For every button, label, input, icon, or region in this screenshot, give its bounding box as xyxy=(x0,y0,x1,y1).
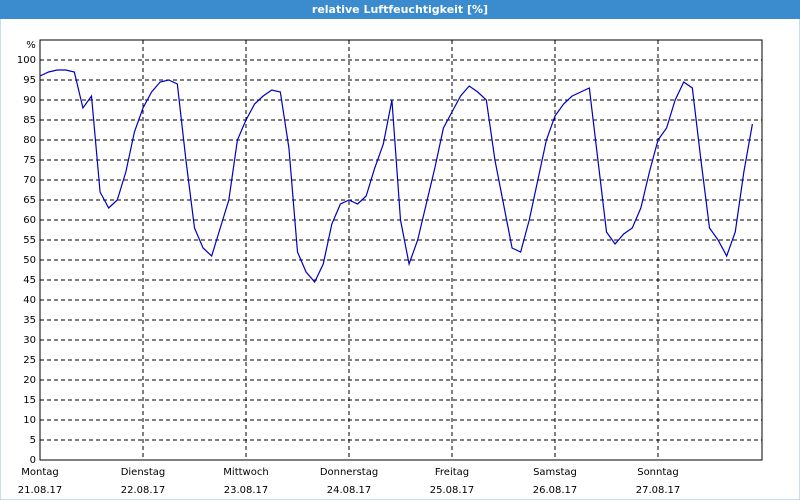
y-tick-label: 65 xyxy=(23,195,36,206)
x-tick-weekday: Donnerstag xyxy=(320,467,378,478)
y-tick-label: 15 xyxy=(23,395,36,406)
x-tick-date: 26.08.17 xyxy=(533,485,578,496)
y-tick-label: 50 xyxy=(23,255,36,266)
y-tick-label: 5 xyxy=(30,435,36,446)
chart-title: relative Luftfeuchtigkeit [%] xyxy=(312,3,488,16)
x-tick-weekday: Montag xyxy=(21,467,58,478)
y-tick-label: 80 xyxy=(23,135,36,146)
x-tick-date: 22.08.17 xyxy=(121,485,166,496)
y-tick-label: 85 xyxy=(23,115,36,126)
x-tick-date: 23.08.17 xyxy=(224,485,269,496)
y-tick-label: 90 xyxy=(23,95,36,106)
y-tick-label: 95 xyxy=(23,75,36,86)
x-tick-date: 24.08.17 xyxy=(327,485,372,496)
y-tick-label: 60 xyxy=(23,215,36,226)
y-tick-label: 10 xyxy=(23,415,36,426)
x-tick-weekday: Freitag xyxy=(435,467,469,478)
y-tick-label: 30 xyxy=(23,335,36,346)
y-tick-label: 25 xyxy=(23,355,36,366)
y-unit: % xyxy=(26,40,36,51)
x-tick-weekday: Mittwoch xyxy=(223,467,268,478)
y-tick-label: 45 xyxy=(23,275,36,286)
humidity-line xyxy=(39,69,754,284)
x-tick-weekday: Samstag xyxy=(533,467,577,478)
x-tick-date: 27.08.17 xyxy=(636,485,681,496)
plot-border xyxy=(39,39,763,461)
y-tick-label: 35 xyxy=(23,315,36,326)
x-tick-weekday: Dienstag xyxy=(121,467,166,478)
x-tick-date: 25.08.17 xyxy=(430,485,475,496)
y-tick-label: 100 xyxy=(17,55,36,66)
y-tick-label: 75 xyxy=(23,155,36,166)
x-tick-weekday: Sonntag xyxy=(637,467,679,478)
x-tick-date: 21.08.17 xyxy=(18,485,63,496)
title-bar xyxy=(0,0,800,19)
y-tick-label: 40 xyxy=(23,295,36,306)
y-tick-label: 0 xyxy=(30,455,36,466)
y-tick-label: 55 xyxy=(23,235,36,246)
y-tick-label: 20 xyxy=(23,375,36,386)
y-tick-label: 70 xyxy=(23,175,36,186)
